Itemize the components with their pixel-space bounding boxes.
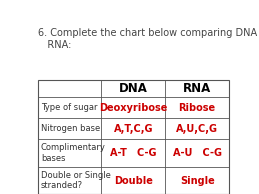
Text: Ribose: Ribose xyxy=(179,103,216,113)
Text: A,T,C,G: A,T,C,G xyxy=(113,124,153,134)
Text: Nitrogen base: Nitrogen base xyxy=(41,124,100,133)
Text: Single: Single xyxy=(180,176,214,185)
Text: DNA: DNA xyxy=(119,82,148,95)
Text: A-T   C-G: A-T C-G xyxy=(110,148,156,158)
Text: Deoxyribose: Deoxyribose xyxy=(99,103,168,113)
Text: Type of sugar: Type of sugar xyxy=(41,103,97,112)
Text: A-U   C-G: A-U C-G xyxy=(173,148,222,158)
Text: Complimentary
bases: Complimentary bases xyxy=(41,143,106,163)
Text: A,U,C,G: A,U,C,G xyxy=(176,124,218,134)
Text: RNA: RNA xyxy=(183,82,211,95)
Text: Double: Double xyxy=(114,176,153,185)
Text: 6. Complete the chart below comparing DNA and
   RNA:: 6. Complete the chart below comparing DN… xyxy=(38,28,259,50)
Text: Double or Single
stranded?: Double or Single stranded? xyxy=(41,171,111,190)
Bar xyxy=(38,80,229,194)
